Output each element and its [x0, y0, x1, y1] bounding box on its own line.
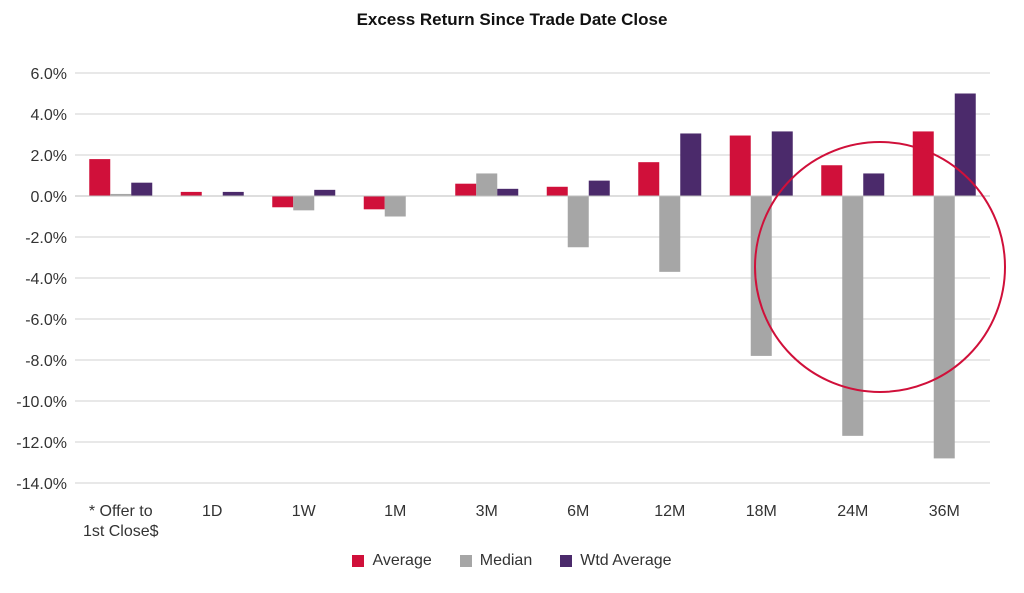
wtd-average-bar: [863, 173, 885, 196]
median-bar: [567, 196, 589, 248]
average-bar: [912, 131, 934, 196]
x-tick-label-line: 1W: [292, 503, 317, 520]
x-tick-label: 24M: [837, 503, 868, 520]
y-tick-label: -2.0%: [25, 230, 67, 247]
median-bar: [110, 193, 132, 196]
average-bar: [272, 196, 294, 208]
y-tick-label: 4.0%: [31, 107, 67, 124]
x-tick-label: 1W: [292, 503, 317, 520]
median-bar: [476, 173, 498, 196]
legend-median: Median: [459, 552, 533, 570]
x-tick-label-line: 12M: [654, 503, 685, 520]
x-tick-label-line: 1st Close$: [83, 523, 159, 540]
y-tick-label: -6.0%: [25, 312, 67, 329]
legend-label: Median: [479, 552, 533, 569]
x-tick-label-line: 1D: [202, 503, 222, 520]
x-tick-label: 6M: [567, 503, 589, 520]
median-bar: [659, 196, 681, 272]
x-tick-label: 36M: [929, 503, 960, 520]
median-bar: [933, 196, 955, 459]
y-tick-label: 0.0%: [31, 189, 67, 206]
x-tick-label: 1M: [384, 503, 406, 520]
y-tick-label: -10.0%: [16, 394, 67, 411]
legend-average: Average: [352, 552, 432, 570]
wtd-average-bar: [131, 182, 153, 196]
wtd-average-bar: [954, 93, 976, 196]
x-tick-label-line: * Offer to: [89, 503, 153, 520]
median-bar: [842, 196, 864, 436]
median-bar: [293, 196, 315, 211]
x-tick-label: * Offer to 1st Close$: [83, 503, 159, 540]
annotation-circle: [754, 141, 1006, 393]
average-bar: [89, 159, 111, 196]
chart-title: Excess Return Since Trade Date Close: [356, 10, 668, 29]
legend-wtd-average: Wtd Average: [560, 552, 672, 570]
x-tick-label: 18M: [746, 503, 777, 520]
x-tick-label-line: 1M: [384, 503, 406, 520]
y-tick-label: 2.0%: [31, 148, 67, 165]
wtd-average-bar: [680, 133, 702, 196]
average-bar: [821, 165, 843, 196]
average-bar: [546, 186, 568, 196]
y-tick-label: 6.0%: [31, 66, 67, 83]
x-tick-label: 1D: [202, 503, 222, 520]
legend: Average Median Wtd Average: [0, 552, 1024, 570]
wtd-average-bar: [588, 180, 610, 196]
median-bar: [750, 196, 772, 356]
average-bar: [729, 135, 751, 196]
x-tick-label: 12M: [654, 503, 685, 520]
wtd-average-bar: [314, 189, 336, 196]
legend-label: Average: [372, 552, 432, 569]
average-bar: [455, 183, 477, 196]
y-tick-label: -4.0%: [25, 271, 67, 288]
legend-swatch: [459, 555, 472, 567]
x-tick-label-line: 18M: [746, 503, 777, 520]
x-tick-label-line: 24M: [837, 503, 868, 520]
wtd-average-bar: [771, 131, 793, 196]
y-tick-label: -8.0%: [25, 353, 67, 370]
average-bar: [363, 196, 385, 210]
wtd-average-bar: [222, 191, 244, 196]
average-bar: [638, 162, 660, 196]
wtd-average-bar: [497, 188, 519, 196]
x-tick-label-line: 36M: [929, 503, 960, 520]
legend-label: Wtd Average: [580, 552, 672, 569]
median-bar: [384, 196, 406, 217]
y-tick-label: -12.0%: [16, 435, 67, 452]
average-bar: [180, 191, 202, 196]
x-tick-label: 3M: [476, 503, 498, 520]
x-tick-label-line: 3M: [476, 503, 498, 520]
legend-swatch: [352, 555, 365, 567]
y-tick-label: -14.0%: [16, 476, 67, 493]
legend-swatch: [560, 555, 573, 567]
x-tick-label-line: 6M: [567, 503, 589, 520]
